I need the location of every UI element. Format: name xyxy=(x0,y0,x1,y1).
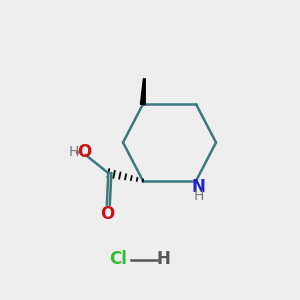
Text: Cl: Cl xyxy=(110,250,128,268)
Text: H: H xyxy=(194,189,204,203)
Text: O: O xyxy=(77,143,92,161)
Polygon shape xyxy=(140,79,145,105)
Text: H: H xyxy=(157,250,170,268)
Text: O: O xyxy=(100,205,115,223)
Text: H: H xyxy=(69,145,79,159)
Text: N: N xyxy=(192,178,206,196)
